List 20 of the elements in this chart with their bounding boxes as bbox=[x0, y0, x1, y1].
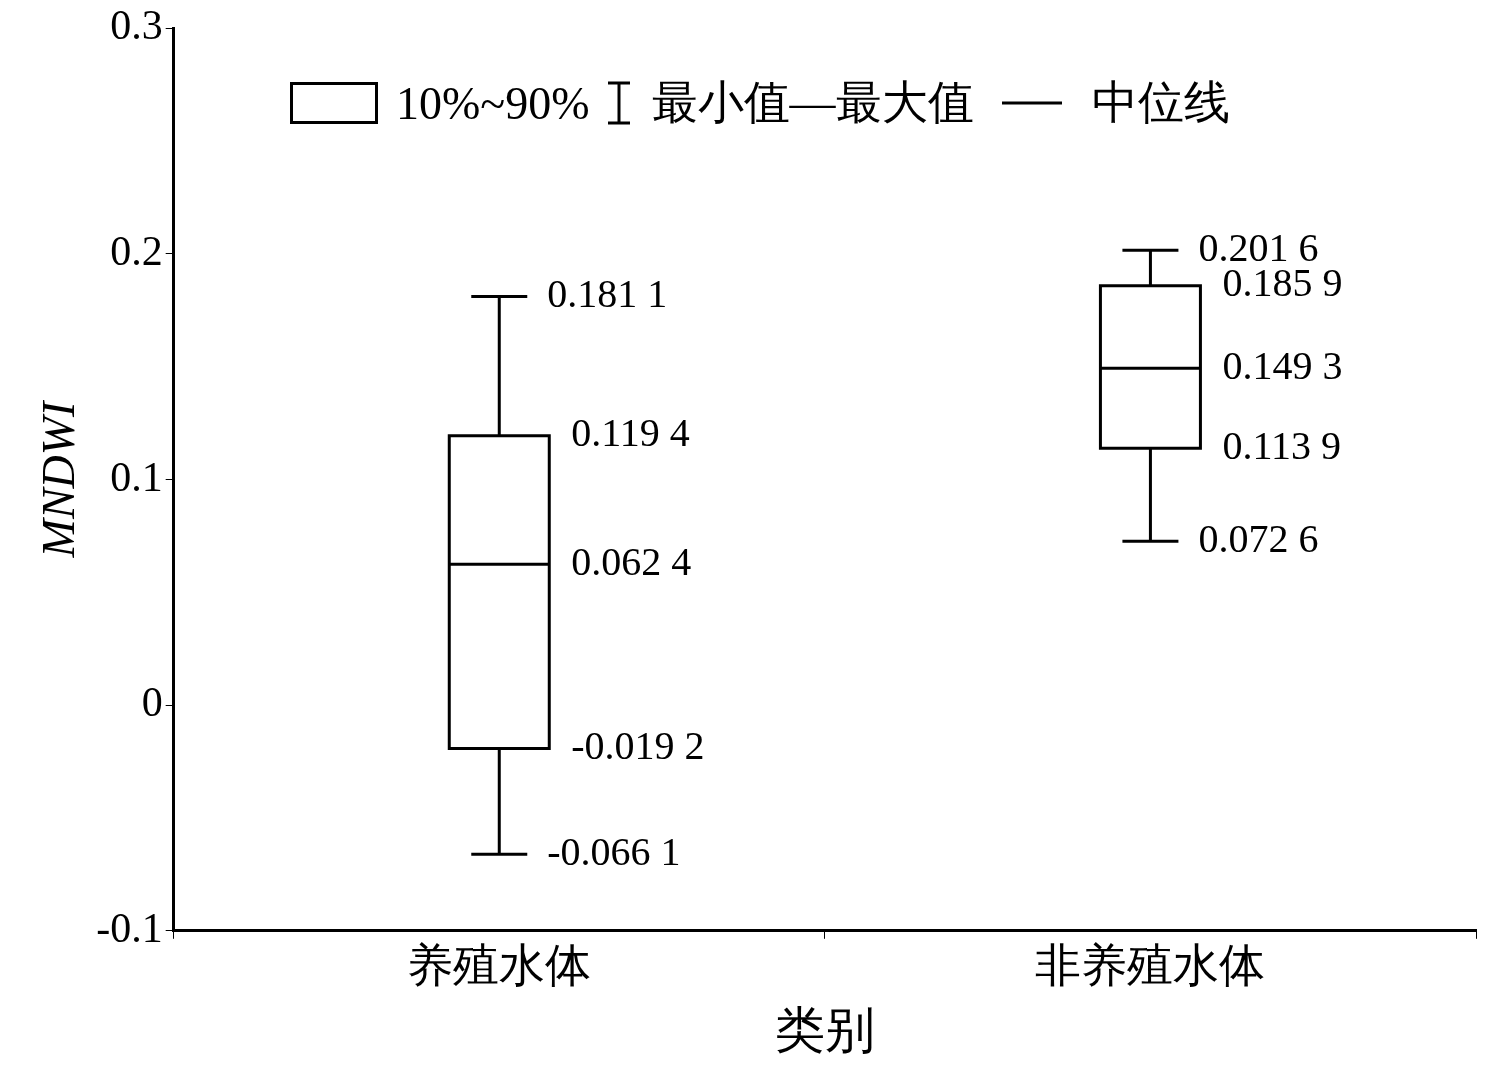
y-axis-title: MNDWI bbox=[32, 398, 84, 559]
y-tick-label: 0.2 bbox=[110, 227, 163, 274]
x-axis-title: 类别 bbox=[774, 1002, 875, 1059]
annotation: -0.066 1 bbox=[547, 828, 681, 874]
y-tick-label: -0.1 bbox=[96, 904, 163, 951]
y-tick-label: 0.1 bbox=[110, 453, 163, 500]
annotation: 0.181 1 bbox=[547, 271, 668, 316]
annotation: 0.149 3 bbox=[1222, 342, 1343, 388]
annotation: 0.072 6 bbox=[1198, 515, 1319, 561]
annotation: 10%~90% bbox=[396, 76, 590, 130]
annotation: 0.062 4 bbox=[571, 538, 692, 584]
y-tick-label: 0 bbox=[141, 679, 163, 726]
x-tick-label: 养殖水体 bbox=[407, 940, 592, 992]
annotation: -0.019 2 bbox=[571, 722, 705, 768]
annotation: 最小值—最大值 bbox=[651, 76, 974, 130]
annotation: 0.119 4 bbox=[571, 410, 690, 456]
annotation: 0.113 9 bbox=[1222, 422, 1341, 468]
y-tick-label: 0.3 bbox=[110, 2, 163, 49]
annotation: 中位线 bbox=[1091, 76, 1230, 130]
x-tick-label: 非养殖水体 bbox=[1035, 940, 1266, 992]
